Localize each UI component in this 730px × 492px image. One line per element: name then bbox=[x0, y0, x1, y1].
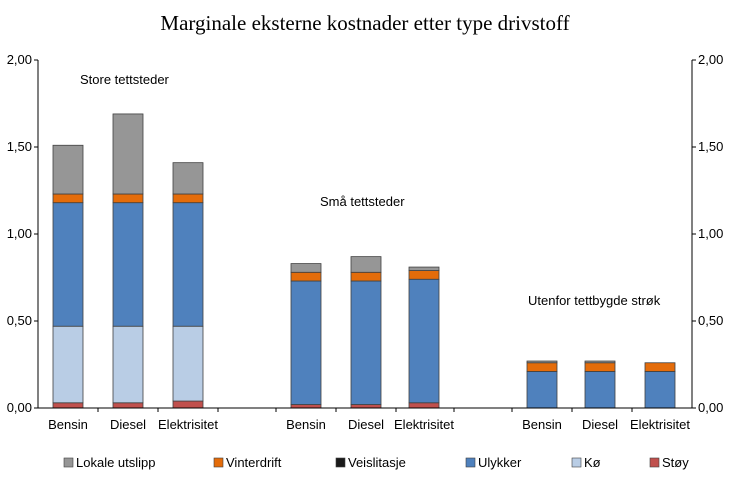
bar-segment-vinterdrift-6 bbox=[526, 362, 558, 372]
legend-label: Lokale utslipp bbox=[76, 455, 156, 470]
legend-label: Kø bbox=[584, 455, 601, 470]
y-tick-label-left: 1,50 bbox=[7, 139, 32, 154]
y-tick-label-right: 2,00 bbox=[698, 52, 723, 67]
y-tick-label-right: 0,00 bbox=[698, 400, 723, 415]
x-tick-label: Bensin bbox=[286, 417, 326, 432]
x-tick-label: Diesel bbox=[582, 417, 618, 432]
y-tick-label-right: 1,00 bbox=[698, 226, 723, 241]
x-tick-label: Elektrisitet bbox=[394, 417, 454, 432]
bar-segment-ulykker-1 bbox=[112, 202, 144, 327]
bar-segment-støy-5 bbox=[408, 402, 440, 409]
bar-segment-kø-1 bbox=[112, 325, 144, 404]
bar-segment-støy-3 bbox=[290, 404, 322, 409]
bar-segment-støy-2 bbox=[172, 400, 204, 409]
y-tick-label-right: 0,50 bbox=[698, 313, 723, 328]
bar-segment-ulykker-0 bbox=[52, 202, 84, 327]
x-tick-label: Bensin bbox=[48, 417, 88, 432]
y-tick-label-right: 1,50 bbox=[698, 139, 723, 154]
x-tick-label: Elektrisitet bbox=[630, 417, 690, 432]
x-tick-label: Diesel bbox=[348, 417, 384, 432]
legend-label: Ulykker bbox=[478, 455, 522, 470]
bar-segment-ulykker-8 bbox=[644, 371, 676, 409]
axes-layer bbox=[34, 59, 696, 412]
y-tick-label-left: 2,00 bbox=[7, 52, 32, 67]
group-label: Utenfor tettbygde strøk bbox=[528, 293, 661, 308]
bar-segment-ulykker-5 bbox=[408, 278, 440, 404]
bar-segment-lokale-utslipp-6 bbox=[526, 360, 558, 364]
x-tick-label: Bensin bbox=[522, 417, 562, 432]
y-tick-label-left: 0,00 bbox=[7, 400, 32, 415]
labels-layer: 0,00 0,00 0,50 0,50 1,00 1,00 1,50 1,50 2,00 2,00… bbox=[7, 52, 724, 432]
x-tick-label: Elektrisitet bbox=[158, 417, 218, 432]
bar-segment-vinterdrift-5 bbox=[408, 270, 440, 280]
bar-segment-støy-1 bbox=[112, 402, 144, 409]
bar-segment-vinterdrift-2 bbox=[172, 193, 204, 204]
bar-segment-vinterdrift-0 bbox=[52, 193, 84, 204]
bar-segment-lokale-utslipp-5 bbox=[408, 266, 440, 271]
bars-layer bbox=[52, 113, 676, 409]
legend-swatch-lokale-utslipp bbox=[63, 457, 74, 468]
y-tick-label-left: 0,50 bbox=[7, 313, 32, 328]
legend-label: Vinterdrift bbox=[226, 455, 282, 470]
bar-segment-ulykker-2 bbox=[172, 202, 204, 327]
bar-segment-støy-4 bbox=[350, 404, 382, 409]
bar-segment-vinterdrift-8 bbox=[644, 362, 676, 372]
bar-segment-lokale-utslipp-3 bbox=[290, 263, 322, 273]
bar-segment-lokale-utslipp-1 bbox=[112, 113, 144, 195]
bar-segment-vinterdrift-3 bbox=[290, 271, 322, 282]
bar-segment-lokale-utslipp-7 bbox=[584, 360, 616, 364]
legend-swatch-veislitasje bbox=[335, 457, 346, 468]
chart-title: Marginale eksterne kostnader etter type … bbox=[160, 11, 569, 35]
bar-segment-ulykker-3 bbox=[290, 280, 322, 405]
bar-segment-kø-2 bbox=[172, 325, 204, 402]
bar-segment-kø-0 bbox=[52, 325, 84, 404]
legend-swatch-støy bbox=[649, 457, 660, 468]
bar-segment-vinterdrift-7 bbox=[584, 362, 616, 372]
legend-swatch-ulykker bbox=[465, 457, 476, 468]
group-label: Små tettsteder bbox=[320, 194, 405, 209]
bar-segment-lokale-utslipp-0 bbox=[52, 144, 84, 195]
y-tick-label-left: 1,00 bbox=[7, 226, 32, 241]
legend-swatch-kø bbox=[571, 457, 582, 468]
bar-segment-vinterdrift-4 bbox=[350, 271, 382, 282]
legend-label: Støy bbox=[662, 455, 689, 470]
bar-segment-lokale-utslipp-2 bbox=[172, 162, 204, 195]
legend: Lokale utslipp Vinterdrift Veislitasje Ulyk… bbox=[63, 455, 689, 470]
group-label: Store tettsteder bbox=[80, 72, 170, 87]
bar-segment-støy-0 bbox=[52, 402, 84, 409]
bar-segment-ulykker-6 bbox=[526, 371, 558, 409]
bar-segment-ulykker-7 bbox=[584, 371, 616, 409]
bar-segment-ulykker-4 bbox=[350, 280, 382, 405]
bar-segment-lokale-utslipp-4 bbox=[350, 256, 382, 273]
x-tick-label: Diesel bbox=[110, 417, 146, 432]
legend-label: Veislitasje bbox=[348, 455, 406, 470]
legend-swatch-vinterdrift bbox=[213, 457, 224, 468]
bar-segment-vinterdrift-1 bbox=[112, 193, 144, 204]
